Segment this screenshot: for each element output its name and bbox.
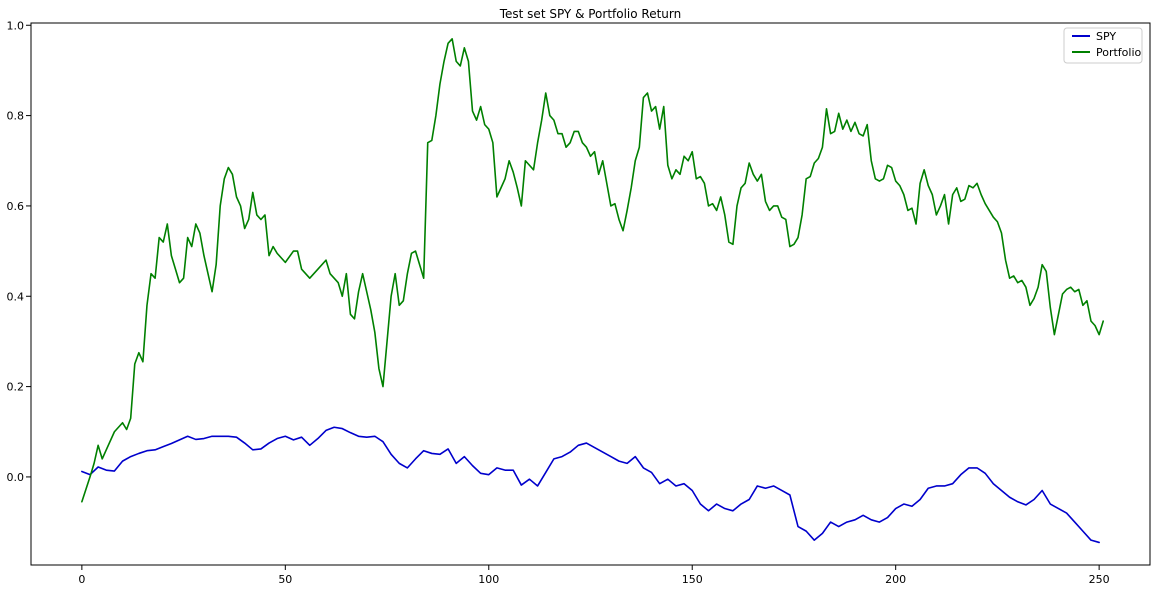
x-tick-label-4: 200 — [885, 573, 906, 586]
legend-spy-label: SPY — [1096, 30, 1116, 43]
series-layer — [81, 38, 1105, 544]
x-tick-label-0: 0 — [78, 573, 85, 586]
x-axis: 0 50 100 150 200 250 — [78, 565, 1110, 586]
x-tick-label-3: 150 — [682, 573, 703, 586]
y-tick-label-5: 1.0 — [7, 19, 25, 32]
y-axis: 0.0 0.2 0.4 0.6 0.8 1.0 — [7, 19, 31, 484]
y-tick-label-4: 0.8 — [7, 110, 25, 123]
y-tick-label-2: 0.4 — [7, 290, 25, 303]
chart-title: Test set SPY & Portfolio Return — [499, 7, 682, 21]
x-tick-label-2: 100 — [478, 573, 499, 586]
plot-frame — [30, 22, 1151, 566]
legend-portfolio-label: Portfolio — [1096, 46, 1142, 59]
series-line-spy — [81, 426, 1100, 544]
legend: SPY Portfolio — [1063, 27, 1143, 64]
x-tick-label-1: 50 — [278, 573, 292, 586]
y-tick-label-0: 0.0 — [7, 471, 25, 484]
y-tick-label-3: 0.6 — [7, 200, 25, 213]
y-tick-label-1: 0.2 — [7, 381, 25, 394]
series-line-portfolio — [81, 38, 1105, 503]
x-tick-label-5: 250 — [1089, 573, 1110, 586]
